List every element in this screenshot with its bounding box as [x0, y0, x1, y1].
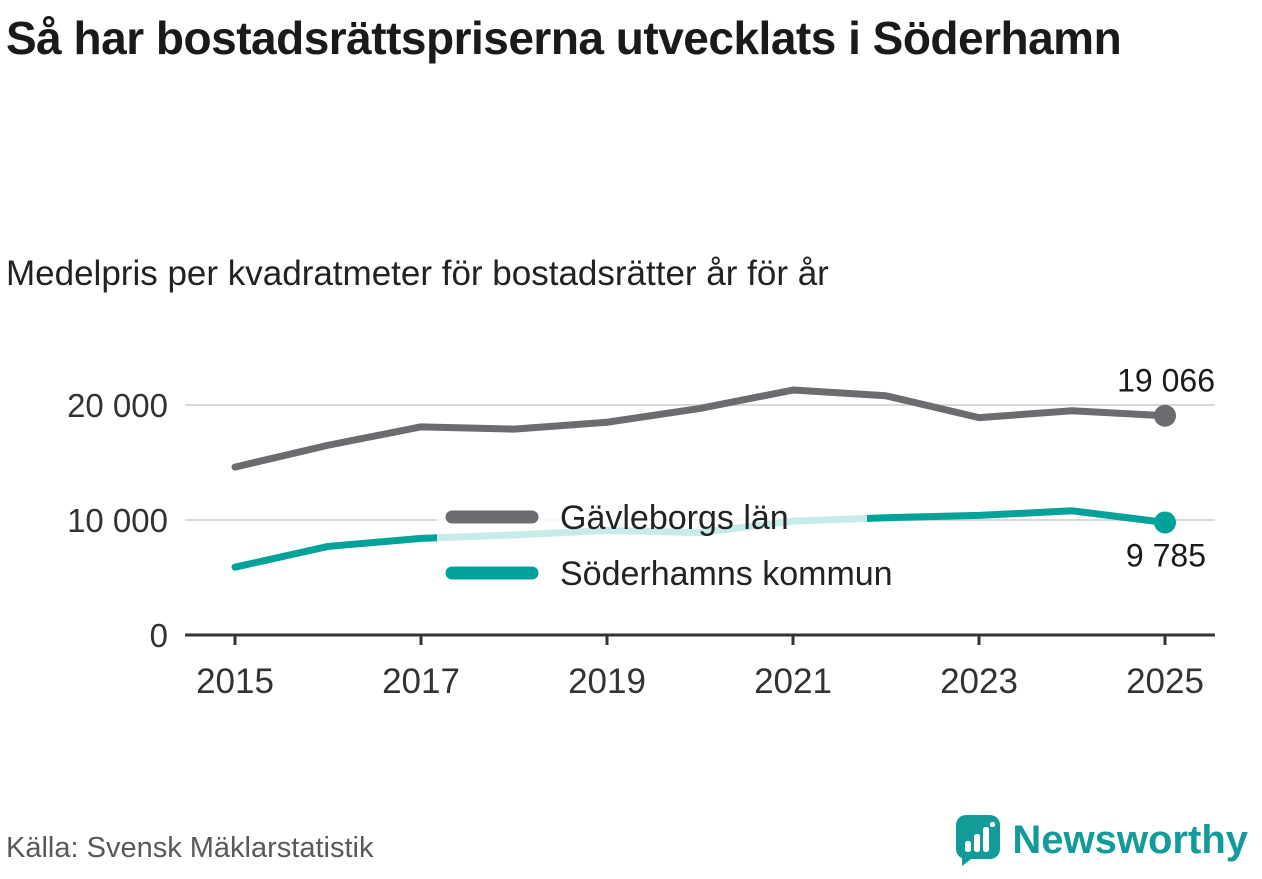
source-caption: Källa: Svensk Mäklarstatistik	[6, 832, 374, 864]
end-point-marker-1	[1154, 511, 1176, 534]
series-line-0	[231, 386, 1169, 471]
price-line-chart: 0 10 000 20 000 Gävleborgs län Söderhamns ko…	[67, 363, 1215, 701]
y-axis-tick-label: 0	[150, 617, 168, 654]
x-axis-tick-label: 2021	[754, 662, 832, 701]
y-axis-tick-label: 10 000	[67, 502, 168, 539]
end-value-label-1: 9 785	[1126, 537, 1206, 573]
x-axis-tick-label: 2023	[940, 662, 1018, 701]
y-axis-tick-label: 20 000	[67, 387, 168, 424]
legend-background	[437, 488, 867, 606]
brand-wordmark: Newsworthy	[1012, 817, 1248, 862]
brand-lockup: Newsworthy	[954, 813, 1248, 867]
x-axis-tick-label: 2019	[568, 662, 646, 701]
x-axis-tick-label: 2015	[196, 662, 274, 701]
end-point-marker-0	[1154, 404, 1176, 427]
legend-label-0: Gävleborgs län	[560, 499, 789, 537]
end-value-label-0: 19 066	[1117, 363, 1215, 399]
x-axis-tick-label: 2017	[382, 662, 460, 701]
page-title: Så har bostadsrättspriserna utvecklats i…	[6, 12, 1122, 64]
x-axis-tick-label: 2025	[1126, 662, 1204, 701]
newsworthy-logo-icon	[956, 815, 1001, 866]
legend-label-1: Söderhamns kommun	[560, 555, 893, 593]
chart-subtitle: Medelpris per kvadratmeter för bostadsrä…	[6, 254, 829, 293]
